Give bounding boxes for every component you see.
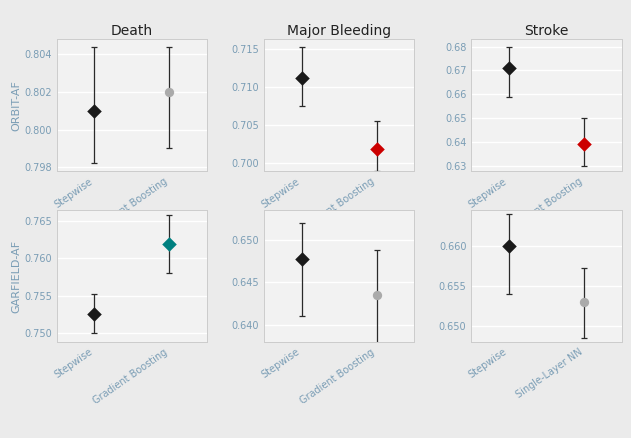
Point [504,243,514,250]
Point [90,107,100,114]
Text: Single-Layer NN: Single-Layer NN [514,347,584,400]
Point [372,146,382,153]
Y-axis label: GARFIELD-AF: GARFIELD-AF [11,240,21,312]
Point [90,311,100,318]
Point [372,292,382,299]
Point [297,74,307,81]
Point [504,64,514,71]
Text: Gradient Boosting: Gradient Boosting [91,347,170,406]
Text: Gradient Boosting: Gradient Boosting [298,176,377,235]
Title: Major Bleeding: Major Bleeding [287,24,391,38]
Text: Gradient Boosting: Gradient Boosting [298,347,377,406]
Text: Gradient Boosting: Gradient Boosting [91,176,170,235]
Point [297,255,307,262]
Text: Stepwise: Stepwise [467,176,509,209]
Point [579,298,589,305]
Text: Stepwise: Stepwise [467,347,509,380]
Title: Stroke: Stroke [524,24,569,38]
Text: Stepwise: Stepwise [260,176,302,209]
Text: Stepwise: Stepwise [260,347,302,380]
Y-axis label: ORBIT-AF: ORBIT-AF [11,80,21,131]
Point [165,240,175,247]
Point [165,88,175,95]
Point [579,141,589,148]
Text: Gradient Boosting: Gradient Boosting [506,176,584,235]
Title: Death: Death [111,24,153,38]
Text: Stepwise: Stepwise [52,347,95,380]
Text: Stepwise: Stepwise [52,176,95,209]
